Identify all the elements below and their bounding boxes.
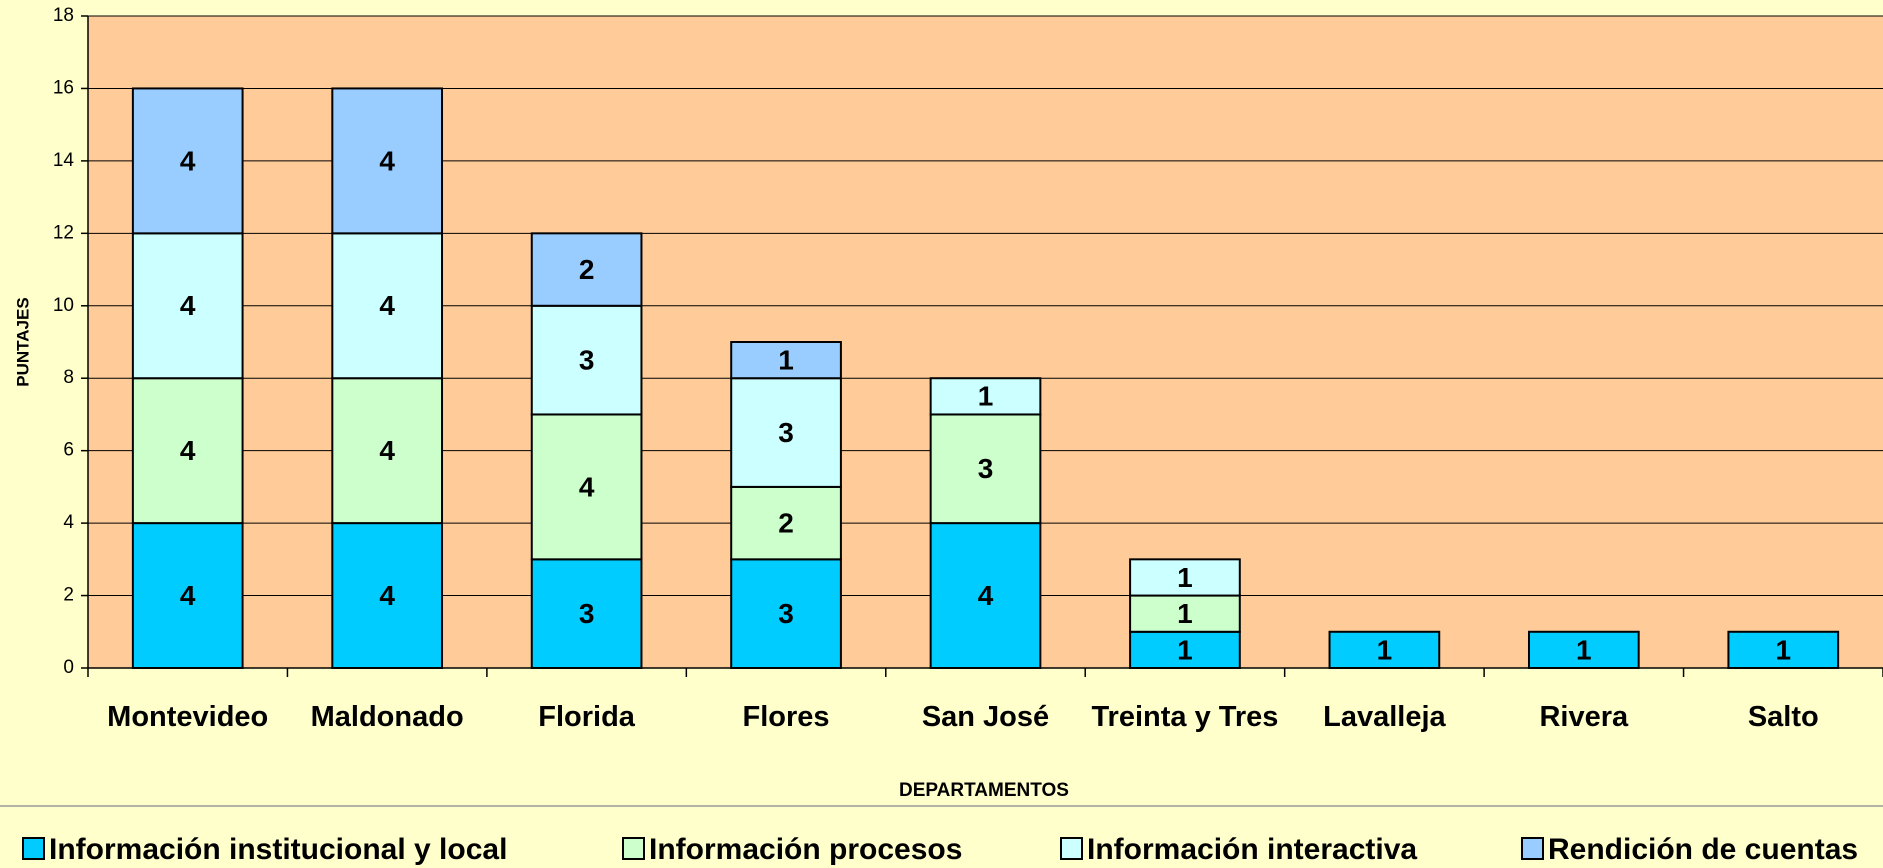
y-tick-label: 8 <box>63 367 74 388</box>
data-label: 4 <box>379 290 395 321</box>
data-label: 1 <box>778 345 794 376</box>
x-axis-title: DEPARTAMENTOS <box>899 780 1069 801</box>
bar-segment <box>530 558 643 669</box>
y-tick-label: 4 <box>63 512 74 533</box>
data-label: 4 <box>180 290 196 321</box>
data-label: 1 <box>978 381 994 412</box>
bar-segment <box>730 485 842 561</box>
x-tick-label: Rivera <box>1539 701 1629 733</box>
bar-segment <box>1129 594 1241 633</box>
x-tick-label: Treinta y Tres <box>1091 701 1279 733</box>
bar-segment <box>1328 630 1441 669</box>
data-label: 4 <box>978 580 994 611</box>
y-tick-label: 12 <box>53 222 74 243</box>
bar-segment <box>1727 630 1840 669</box>
x-tick-label: Florida <box>538 701 635 733</box>
x-tick-label: Maldonado <box>310 701 464 733</box>
data-label: 2 <box>579 254 595 285</box>
data-label: 3 <box>978 453 994 484</box>
bar-segment <box>929 522 1042 669</box>
bar-segment <box>530 232 643 307</box>
legend-label: Información institucional y local <box>49 833 508 866</box>
bar-segment <box>929 377 1042 416</box>
data-label: 4 <box>180 145 196 176</box>
data-label: 3 <box>579 345 595 376</box>
bar-segment <box>929 413 1042 525</box>
y-tick-label: 18 <box>53 5 74 26</box>
legend-swatch <box>1521 837 1544 860</box>
legend-swatch <box>22 837 45 860</box>
legend-label: Rendición de cuentas <box>1548 833 1859 866</box>
data-label: 1 <box>1576 634 1592 665</box>
bar-segment <box>131 377 244 525</box>
y-tick-label: 2 <box>63 585 74 606</box>
y-axis-title: PUNTAJES <box>13 297 32 386</box>
y-tick-label: 0 <box>63 657 74 678</box>
bar-segment <box>331 377 444 525</box>
data-label: 3 <box>778 598 794 629</box>
data-label: 4 <box>379 580 395 611</box>
data-label: 1 <box>1177 634 1193 665</box>
data-label: 4 <box>180 580 196 611</box>
y-tick-label: 6 <box>63 440 74 461</box>
data-label: 3 <box>579 598 595 629</box>
bar-segment <box>1129 558 1241 597</box>
x-tick-label: San José <box>921 701 1050 733</box>
bar-segment <box>1527 630 1640 669</box>
legend-item: Información institucional y local <box>22 832 507 868</box>
bar-segment <box>131 87 244 235</box>
bar-segment <box>530 413 643 561</box>
bar-segment <box>530 304 643 416</box>
x-tick-label: Lavalleja <box>1323 701 1446 733</box>
legend-label: Información interactiva <box>1087 833 1418 866</box>
data-label: 1 <box>1775 634 1791 665</box>
legend-item: Rendición de cuentas <box>1521 832 1858 868</box>
data-label: 1 <box>1177 562 1193 593</box>
x-tick-label: Flores <box>742 701 830 733</box>
bar-segment <box>730 341 842 380</box>
data-label: 2 <box>778 508 794 539</box>
x-tick-label: Montevideo <box>107 701 269 733</box>
data-label: 4 <box>379 145 395 176</box>
legend-swatch <box>1060 837 1083 860</box>
x-tick-label: Salto <box>1747 701 1819 733</box>
bar-segment <box>730 558 842 669</box>
legend-item: Información interactiva <box>1060 832 1417 868</box>
y-tick-label: 16 <box>53 77 74 98</box>
bar-segment <box>331 87 444 235</box>
data-label: 1 <box>1177 598 1193 629</box>
data-label: 4 <box>379 435 395 466</box>
legend-item: Información procesos <box>622 832 962 868</box>
legend-label: Información procesos <box>649 833 963 866</box>
legend-swatch <box>622 837 645 860</box>
bar-segment <box>730 377 842 488</box>
data-label: 4 <box>579 471 595 502</box>
y-tick-label: 10 <box>53 295 74 316</box>
data-label: 3 <box>778 417 794 448</box>
bar-segment <box>131 232 244 380</box>
y-tick-label: 14 <box>53 150 75 171</box>
data-label: 4 <box>180 435 196 466</box>
data-label: 1 <box>1377 634 1393 665</box>
